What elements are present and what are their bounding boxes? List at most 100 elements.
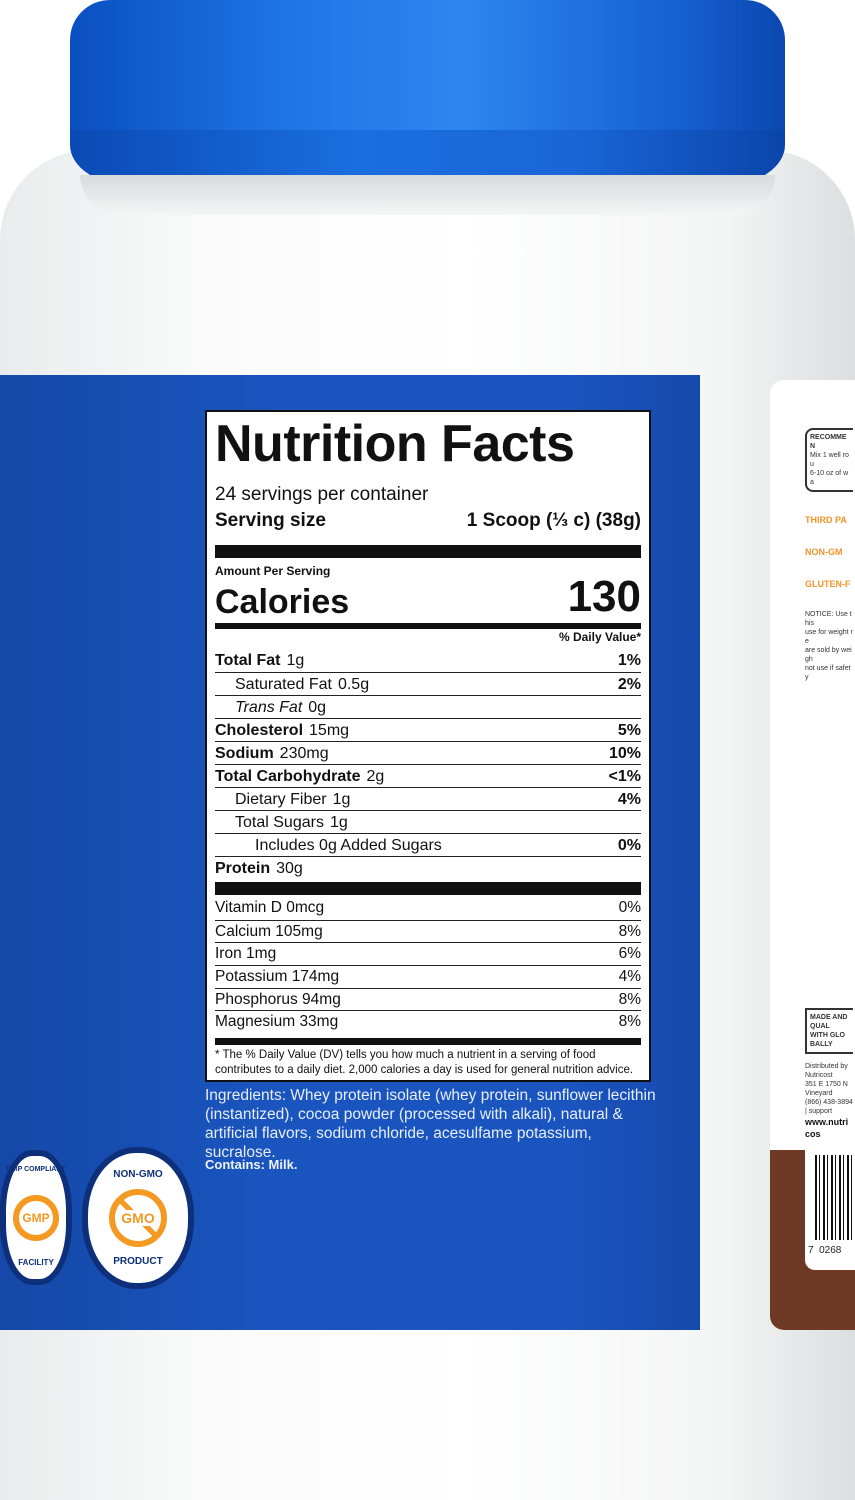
vitamin-amount: 0mcg: [286, 899, 325, 916]
vitamin-row: Potassium 174mg 4%: [215, 965, 641, 988]
serving-size-value: 1 Scoop (⅓ c) (38g): [466, 510, 641, 531]
distributor-text: Distributed by Nutricost: [805, 1063, 848, 1079]
nutrient-name: Saturated Fat 0.5g: [215, 673, 369, 695]
vitamin-row: Vitamin D 0mcg 0%: [215, 897, 641, 920]
nutrient-label: Saturated Fat: [235, 676, 332, 693]
mix-instructions: Mix 1 well rou: [810, 452, 849, 468]
no-gmo-icon: GMO: [109, 1189, 167, 1247]
vitamin-dv: 8%: [618, 922, 641, 940]
vitamin-label: Vitamin D: [215, 899, 282, 916]
notice-text: not use if safety: [805, 665, 851, 681]
nutrient-dv: 1%: [617, 652, 641, 669]
nutrient-label: Total Sugars: [235, 814, 324, 831]
nutrient-amount: 0g: [308, 699, 327, 716]
nutrient-row: Cholesterol 15mg 5%: [215, 718, 641, 741]
vitamin-dv: 8%: [618, 990, 641, 1008]
gmp-center-text: GMP: [22, 1210, 50, 1225]
nutrient-row: Includes 0g Added Sugars 0%: [215, 833, 641, 856]
calories: Calories 130: [215, 572, 641, 622]
vitamin-label: Magnesium: [215, 1013, 296, 1031]
nutrient-amount: 1g: [286, 652, 305, 669]
nutrient-label: Total Fat: [215, 652, 281, 669]
nutrient-row: Saturated Fat 0.5g 2%: [215, 672, 641, 695]
non-gmo-badge: NON-GMO GMO PRODUCT: [82, 1147, 194, 1289]
gmp-top-text: GMP COMPLIANT: [6, 1166, 66, 1173]
nutrient-label: Protein: [215, 860, 271, 877]
vitamin-name: Potassium 174mg: [215, 966, 339, 988]
nutrient-name: Trans Fat 0g: [215, 696, 326, 718]
nutrient-label: Dietary Fiber: [235, 791, 327, 808]
made-text: MADE AND QUAL: [810, 1014, 848, 1030]
nutrient-amount: 0.5g: [337, 676, 370, 693]
nutrient-dv: 4%: [617, 791, 641, 808]
allergen-statement: Contains: Milk.: [205, 1157, 298, 1172]
nutrient-name: Total Sugars 1g: [215, 811, 348, 833]
serving-size: Serving size 1 Scoop (⅓ c) (38g): [215, 510, 641, 532]
nutrient-name: Cholesterol 15mg: [215, 719, 349, 741]
nutrient-label: Trans Fat: [235, 699, 303, 716]
vitamin-dv: 0%: [618, 899, 641, 916]
servings-per-container: 24 servings per container: [215, 484, 429, 505]
vitamin-row: Iron 1mg 6%: [215, 942, 641, 965]
barcode-bars: [815, 1155, 855, 1240]
notice-text: NOTICE: Use this: [805, 611, 852, 627]
nutrient-name: Dietary Fiber 1g: [215, 788, 350, 810]
barcode-digits: 7 0268: [808, 1245, 842, 1256]
dv-header: % Daily Value*: [558, 630, 641, 644]
nutrition-facts-panel: Nutrition Facts 24 servings per containe…: [205, 410, 651, 1082]
nutrient-amount: 1g: [329, 814, 348, 831]
distributor-text: (866) 438-3894 | support: [805, 1099, 853, 1115]
nutrient-name: Total Fat 1g: [215, 649, 304, 672]
serving-size-label: Serving size: [215, 510, 326, 531]
vitamin-dv: 6%: [618, 945, 641, 963]
vitamin-name: Phosphorus 94mg: [215, 989, 341, 1011]
nutrient-row: Protein 30g: [215, 856, 641, 879]
vitamin-amount: 105mg: [275, 922, 323, 940]
nutrient-dv: 0%: [617, 837, 641, 854]
nutrient-dv: 5%: [617, 722, 641, 739]
divider: [215, 1038, 641, 1045]
nutrient-dv: 2%: [617, 676, 641, 693]
nutrient-label: Cholesterol: [215, 722, 304, 739]
nutrient-row: Dietary Fiber 1g 4%: [215, 787, 641, 810]
nutrient-amount: 2g: [366, 768, 385, 785]
nutrient-row: Total Carbohydrate 2g <1%: [215, 764, 641, 787]
amount-per-serving: Amount Per Serving: [215, 564, 331, 578]
nutrient-label: Sodium: [215, 745, 274, 762]
nutrient-rows: Total Fat 1g 1% Saturated Fat 0.5g 2% Trans Fa…: [215, 649, 641, 879]
divider: [215, 623, 641, 629]
nutrition-title: Nutrition Facts: [215, 415, 575, 473]
ingredients: Ingredients: Whey protein isolate (whey …: [205, 1087, 656, 1161]
nutrient-row: Sodium 230mg 10%: [215, 741, 641, 764]
nutrient-row: Trans Fat 0g: [215, 695, 641, 718]
vitamin-label: Phosphorus: [215, 990, 298, 1008]
vitamin-row: Calcium 105mg 8%: [215, 919, 641, 943]
made-text: WITH GLOBALLY: [810, 1032, 845, 1048]
feature-bullet: THIRD PA: [805, 515, 847, 525]
divider: [215, 882, 641, 895]
notice-text: use for weight re: [805, 629, 853, 645]
recommended-heading: RECOMMEN: [810, 434, 847, 450]
nutrient-label: Includes 0g Added Sugars: [255, 837, 442, 854]
nutrient-amount: 15mg: [309, 722, 350, 739]
vitamin-label: Calcium: [215, 922, 271, 940]
non-gmo-top-text: NON-GMO: [113, 1169, 163, 1180]
vitamin-amount: 33mg: [299, 1013, 339, 1031]
nutrient-name: Protein 30g: [215, 857, 303, 879]
vitamin-dv: 4%: [618, 968, 641, 986]
vitamin-name: Calcium 105mg: [215, 921, 323, 943]
distributor-text: 351 E 1750 N Vineyard: [805, 1081, 848, 1097]
gmp-icon: GMP: [13, 1194, 59, 1241]
vitamin-name: Iron 1mg: [215, 943, 276, 965]
notice-text: are sold by weigh: [805, 647, 852, 663]
calories-label: Calories: [215, 583, 350, 621]
recommended-box: RECOMMEN Mix 1 well rou 6-10 oz of wa: [805, 428, 853, 492]
gmp-badge: GMP COMPLIANT GMP FACILITY: [0, 1150, 72, 1285]
nutrient-amount: 230mg: [279, 745, 329, 762]
side-panel-top: RECOMMEN Mix 1 well rou 6-10 oz of wa TH…: [805, 428, 853, 682]
vitamin-amount: 94mg: [302, 990, 341, 1008]
vitamin-rows: Vitamin D 0mcg 0% Calcium 105mg 8% Iron 1mg 6…: [215, 897, 641, 1033]
divider: [215, 545, 641, 558]
feature-bullet: GLUTEN-F: [805, 579, 851, 589]
jar-neck: [80, 175, 775, 215]
